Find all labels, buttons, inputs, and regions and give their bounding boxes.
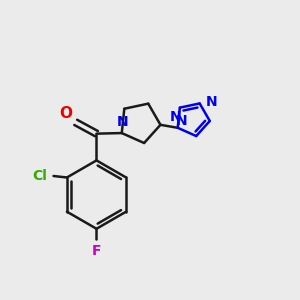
Text: Cl: Cl [33, 169, 48, 183]
Text: F: F [92, 244, 101, 258]
Text: O: O [60, 106, 73, 121]
Text: N: N [116, 115, 128, 129]
Text: N: N [169, 110, 181, 124]
Text: N: N [176, 114, 187, 128]
Text: N: N [206, 95, 218, 109]
